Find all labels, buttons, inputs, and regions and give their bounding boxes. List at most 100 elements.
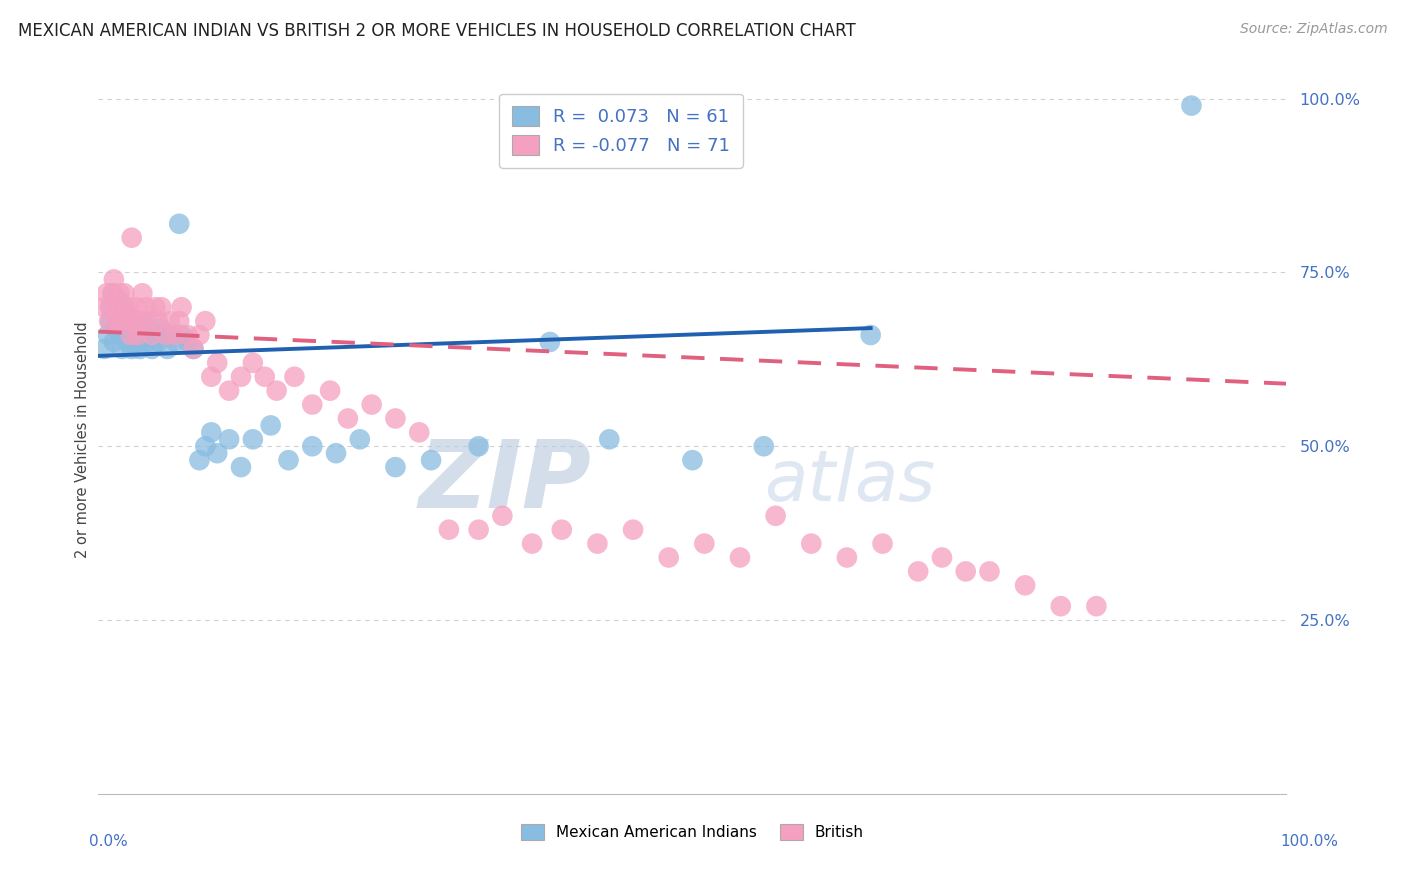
Point — [260, 418, 283, 433]
Point — [117, 334, 139, 349]
Point — [131, 286, 153, 301]
Point — [97, 328, 120, 343]
Point — [146, 314, 169, 328]
Point — [149, 321, 172, 335]
Point — [693, 536, 716, 550]
Point — [188, 453, 211, 467]
Point — [146, 334, 169, 349]
Point — [167, 314, 190, 328]
Point — [122, 314, 145, 328]
Point — [907, 565, 929, 579]
Point — [1049, 599, 1071, 614]
Point — [859, 328, 882, 343]
Point — [103, 272, 125, 286]
Point — [194, 314, 217, 328]
Point — [117, 307, 139, 321]
Point — [218, 384, 240, 398]
Point — [117, 321, 139, 335]
Point — [200, 369, 222, 384]
Point — [931, 550, 953, 565]
Point — [129, 342, 152, 356]
Point — [132, 314, 155, 328]
Point — [1180, 98, 1202, 112]
Text: 0.0%: 0.0% — [89, 834, 128, 849]
Point — [111, 342, 134, 356]
Point — [467, 523, 489, 537]
Point — [141, 328, 163, 343]
Point — [159, 328, 181, 343]
Point — [145, 300, 167, 314]
Point — [105, 307, 128, 321]
Point — [1014, 578, 1036, 592]
Point — [283, 369, 305, 384]
Text: Source: ZipAtlas.com: Source: ZipAtlas.com — [1240, 22, 1388, 37]
Text: atlas: atlas — [763, 448, 935, 516]
Point — [1085, 599, 1108, 614]
Point — [121, 230, 143, 244]
Point — [207, 446, 229, 460]
Point — [107, 300, 129, 314]
Point — [117, 300, 139, 314]
Point — [150, 300, 173, 314]
Point — [384, 411, 406, 425]
Point — [242, 356, 264, 370]
Point — [93, 300, 115, 314]
Point — [145, 328, 167, 343]
Point — [155, 328, 177, 343]
Point — [621, 523, 644, 537]
Point — [979, 565, 1001, 579]
Point — [491, 508, 513, 523]
Point — [122, 328, 145, 343]
Y-axis label: 2 or more Vehicles in Household: 2 or more Vehicles in Household — [75, 321, 90, 558]
Point — [127, 321, 149, 335]
Point — [194, 439, 217, 453]
Point — [120, 328, 142, 343]
Point — [586, 536, 609, 550]
Point — [277, 453, 299, 467]
Point — [955, 565, 977, 579]
Point — [538, 334, 561, 349]
Point — [420, 453, 443, 467]
Point — [598, 433, 620, 447]
Point — [207, 356, 229, 370]
Point — [253, 369, 276, 384]
Point — [107, 293, 129, 308]
Point — [120, 328, 142, 343]
Point — [136, 314, 159, 328]
Point — [183, 342, 205, 356]
Point — [127, 328, 149, 343]
Point — [728, 550, 751, 565]
Point — [114, 321, 136, 335]
Point — [176, 328, 198, 343]
Point — [229, 369, 252, 384]
Point — [200, 425, 222, 440]
Point — [765, 508, 787, 523]
Point — [108, 328, 131, 343]
Point — [349, 433, 371, 447]
Point — [114, 314, 136, 328]
Point — [384, 460, 406, 475]
Text: ZIP: ZIP — [419, 436, 592, 528]
Point — [101, 286, 124, 301]
Point — [105, 314, 128, 328]
Point — [218, 433, 240, 447]
Point — [520, 536, 543, 550]
Point — [437, 523, 460, 537]
Point — [467, 439, 489, 453]
Point — [108, 286, 131, 301]
Point — [336, 411, 359, 425]
Point — [114, 286, 136, 301]
Legend: Mexican American Indians, British: Mexican American Indians, British — [515, 818, 870, 847]
Point — [167, 217, 190, 231]
Point — [103, 334, 125, 349]
Point — [111, 314, 134, 328]
Point — [408, 425, 430, 440]
Point — [129, 314, 152, 328]
Point — [135, 300, 157, 314]
Point — [125, 334, 148, 349]
Point — [110, 314, 132, 328]
Point — [165, 328, 187, 343]
Point — [122, 314, 145, 328]
Point — [135, 321, 157, 335]
Point — [301, 439, 323, 453]
